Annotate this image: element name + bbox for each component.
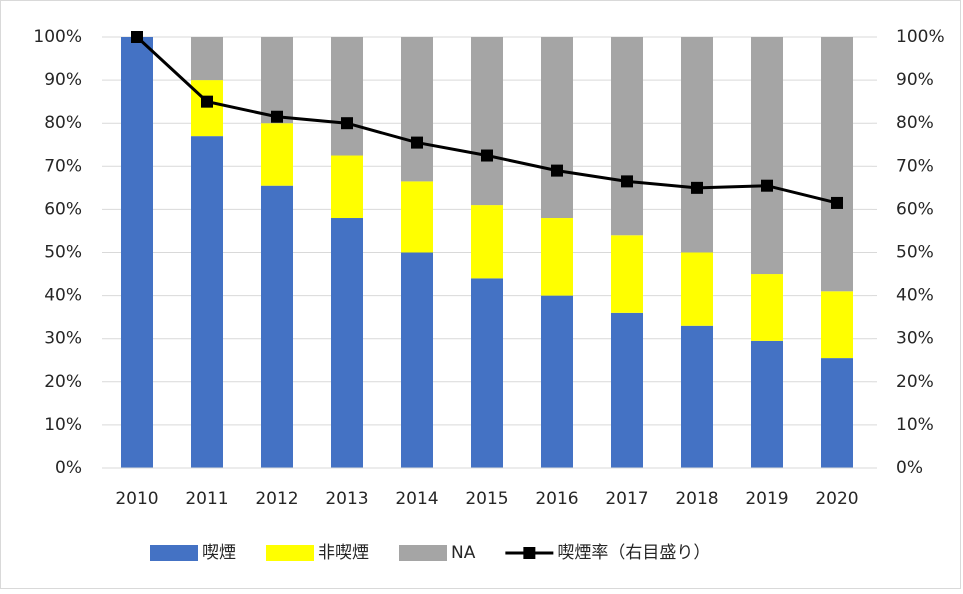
x-tick-label: 2017 <box>605 489 648 509</box>
bar-segment <box>751 37 783 275</box>
y2-tick-label: 70% <box>896 156 934 176</box>
bar-segment <box>471 278 503 468</box>
y2-tick-label: 10% <box>896 415 934 435</box>
y2-tick-label: 90% <box>896 70 934 90</box>
x-tick-label: 2018 <box>675 489 718 509</box>
bar-segment <box>751 274 783 341</box>
legend-swatch <box>266 545 314 561</box>
legend-label: 非喫煙 <box>318 543 369 563</box>
bar-segment <box>821 358 853 468</box>
x-tick-label: 2013 <box>325 489 368 509</box>
bar-segment <box>471 205 503 279</box>
line-marker <box>691 181 703 194</box>
x-tick-label: 2012 <box>255 489 298 509</box>
bar-segment <box>191 37 223 81</box>
bar-segment <box>261 185 293 468</box>
y2-tick-label: 30% <box>896 329 934 349</box>
legend-marker <box>523 547 536 559</box>
bar-segment <box>401 252 433 468</box>
bar-segment <box>331 37 363 156</box>
y-tick-label: 30% <box>44 329 82 349</box>
bar-segment <box>681 37 713 253</box>
legend-label: NA <box>451 543 476 563</box>
bar-segment <box>611 235 643 313</box>
y2-tick-label: 60% <box>896 199 934 219</box>
line-marker <box>831 196 843 209</box>
y2-tick-label: 80% <box>896 113 934 133</box>
bar-segment <box>821 37 853 292</box>
legend-label: 喫煙率（右目盛り） <box>557 543 710 563</box>
legend-label: 喫煙 <box>202 543 236 563</box>
bar-segment <box>471 37 503 206</box>
y2-tick-label: 40% <box>896 286 934 306</box>
bar-segment <box>261 123 293 186</box>
y-tick-label: 40% <box>44 286 82 306</box>
bar-segment <box>611 312 643 468</box>
bar-segment <box>121 37 153 468</box>
bar-segment <box>541 295 573 468</box>
y2-tick-label: 20% <box>896 372 934 392</box>
bar-segment <box>541 218 573 296</box>
x-tick-label: 2020 <box>815 489 858 509</box>
line-marker <box>131 31 143 43</box>
y2-tick-label: 100% <box>896 27 945 47</box>
line-marker <box>621 175 633 188</box>
y-tick-label: 0% <box>55 458 82 478</box>
bar-segment <box>401 181 433 253</box>
bar-segment <box>681 325 713 468</box>
y-tick-label: 90% <box>44 70 82 90</box>
line-marker <box>341 117 353 130</box>
line-marker <box>271 110 283 123</box>
bar-segment <box>331 155 363 219</box>
legend-swatch <box>399 545 447 561</box>
line-marker <box>411 136 423 149</box>
bar-segment <box>751 340 783 468</box>
y-tick-label: 70% <box>44 156 82 176</box>
bar-segment <box>261 37 293 124</box>
bar-segment <box>541 37 573 219</box>
x-tick-label: 2015 <box>465 489 508 509</box>
bar-segment <box>681 252 713 326</box>
y-tick-label: 100% <box>33 27 82 47</box>
x-tick-label: 2019 <box>745 489 788 509</box>
y-tick-label: 50% <box>44 243 82 263</box>
bar-segment <box>821 291 853 359</box>
y-tick-label: 20% <box>44 372 82 392</box>
x-tick-label: 2014 <box>395 489 438 509</box>
y-tick-label: 80% <box>44 113 82 133</box>
bar-segment <box>611 37 643 236</box>
y-tick-label: 60% <box>44 199 82 219</box>
y2-tick-label: 50% <box>896 243 934 263</box>
bar-segment <box>401 37 433 182</box>
line-marker <box>481 149 493 162</box>
bar-segment <box>331 218 363 468</box>
x-tick-label: 2010 <box>115 489 158 509</box>
bar-segment <box>191 80 223 137</box>
line-marker <box>201 95 213 108</box>
line-marker <box>551 164 563 177</box>
y-tick-label: 10% <box>44 415 82 435</box>
line-marker <box>761 179 773 192</box>
bar-segment <box>191 136 223 468</box>
x-tick-label: 2016 <box>535 489 578 509</box>
legend-swatch <box>150 545 198 561</box>
y2-tick-label: 0% <box>896 458 923 478</box>
x-tick-label: 2011 <box>185 489 228 509</box>
